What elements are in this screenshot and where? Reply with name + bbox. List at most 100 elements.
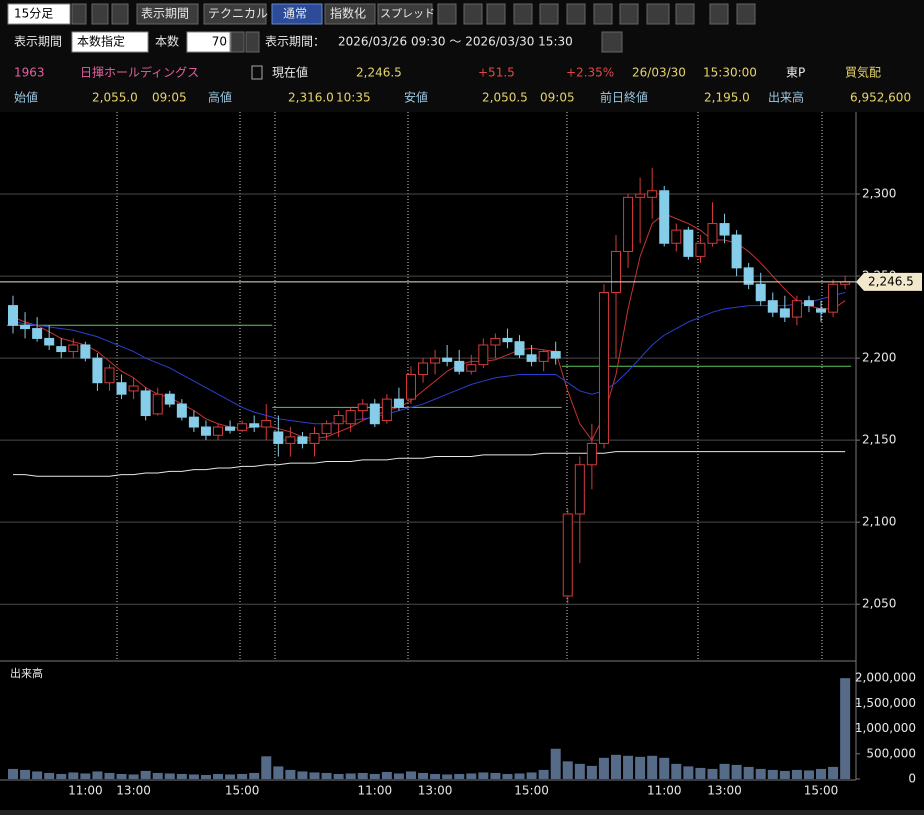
button-label: 通常 [283,7,307,21]
volume-bar [767,769,778,779]
volume-bar [562,761,573,779]
x-tick-label: 11:00 [68,784,103,798]
moving-average [13,451,846,477]
candle-body [32,328,43,339]
candle-body [104,367,115,384]
candle-body [164,393,175,405]
button-label: 表示期間 [141,7,189,21]
button[interactable] [136,3,199,25]
candle-body [623,196,634,252]
volume-bar [695,767,706,779]
candle-body [309,433,320,444]
candle-body [237,423,248,431]
candle-body [502,337,513,343]
volume-bar [285,769,296,779]
volume-bar [345,773,356,779]
x-tick-label: 11:00 [647,784,682,798]
candle-body [562,513,573,597]
volume-bar [44,772,55,779]
stat-label: 前日終値 [600,90,648,105]
button[interactable] [271,3,323,25]
range: 2026/03/26 09:30 ～ 2026/03/30 15:30 [338,35,573,49]
button-label: スプレッド [380,7,435,20]
candle-body [550,351,561,359]
change: +51.5 [478,66,515,80]
volume-bar [840,678,851,779]
volume-bar [140,770,151,779]
volume-bar [635,756,646,779]
next[interactable] [111,3,129,25]
candle-body [369,403,380,425]
candle-body [791,300,802,318]
code: 1963 [14,66,45,80]
candle-body [333,415,344,425]
candle-body [418,362,429,376]
last-price-tag [856,272,922,291]
volume-bar [647,755,658,779]
candle-body [707,223,718,244]
x-tick-label: 15:00 [514,784,549,798]
button[interactable] [377,3,433,25]
stat-value: 2,316.0 [288,91,334,105]
candle-body [381,398,392,421]
volume-bar [659,757,670,779]
volume-bar [611,754,621,779]
candle-body [225,426,236,431]
label: 本数 [155,34,179,49]
stat-time: 09:05 [540,91,575,105]
mode-select[interactable] [71,31,149,53]
candle-body [188,416,199,428]
dropdown[interactable] [71,3,87,25]
y-tick-label: 1,000,000 [855,721,916,735]
candle-body [357,403,368,412]
prev[interactable] [91,3,109,25]
name: 日揮ホールディングス [80,65,199,80]
volume-bar [743,766,754,779]
count-input[interactable] [186,31,231,53]
y-tick-label: 1,500,000 [855,696,916,710]
volume-bar [671,763,682,779]
volume-bar [56,773,67,779]
candle-body [478,344,489,366]
candle-body [828,283,839,313]
label: 表示期間 [14,35,62,49]
spin[interactable] [230,31,245,53]
volume-bar [707,768,718,779]
volume-bar [719,763,730,779]
candle-body [285,436,296,444]
volume-bar [80,773,91,779]
volume-bar [20,769,31,779]
icon [251,65,263,80]
volume-bar [598,757,609,779]
y-tick-label: 2,200 [862,351,896,365]
reset[interactable] [601,31,623,53]
candle-body [393,398,404,408]
y-tick-label: 500,000 [866,746,916,760]
stat-value: 2,195.0 [704,91,750,105]
volume-bar [164,773,175,779]
volume-bar [309,772,320,779]
spin[interactable] [245,31,260,53]
tool-icons[interactable] [437,3,756,25]
volume-bar [68,772,79,779]
volume-bar [213,773,224,779]
candle-body [586,442,597,466]
volume-bar [418,772,429,779]
candle-body [92,357,103,384]
candle-body [261,419,272,428]
stat-time: 09:05 [152,91,187,105]
volume-bar [538,769,549,779]
candle-body [526,354,537,362]
x-tick-label: 15:00 [225,784,260,798]
volume-bar [526,772,537,779]
period-select[interactable] [7,3,71,25]
x-tick-label: 13:00 [707,784,742,798]
button[interactable] [324,3,376,25]
volume-bar [176,773,187,779]
candle-body [20,324,31,330]
time: 15:30:00 [703,66,757,80]
scrollbar[interactable] [0,810,924,815]
button[interactable] [203,3,267,25]
candle-body [176,403,187,418]
